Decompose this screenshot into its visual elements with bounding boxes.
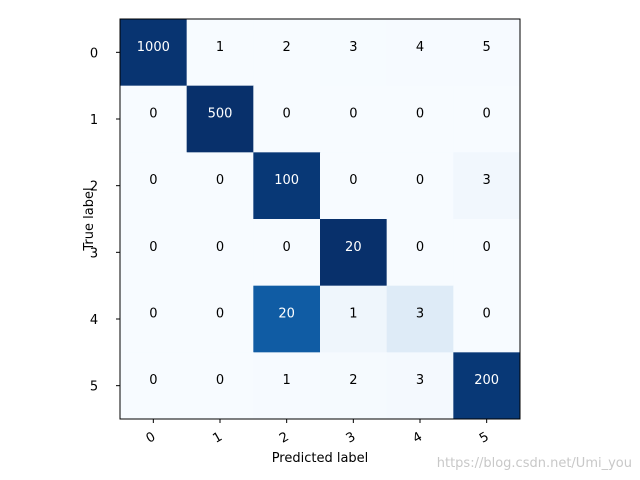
- heatmap-cell-r5-c2: [253, 352, 321, 420]
- y-tick-label-4: 4: [90, 313, 98, 328]
- cell-value-r1-c0: 0: [149, 107, 157, 122]
- heatmap-cell-labels: 1000 1 2 3 4 50 500 0 0 0 00 0 100 0 0 30 0 0 20 0 00 0 20 1 3 00…: [137, 40, 499, 388]
- cell-value-r2-c3: 0: [349, 173, 357, 188]
- watermark-text: https://blog.csdn.net/Umi_you: [437, 456, 632, 471]
- cell-value-r4-c3: 1: [349, 307, 357, 322]
- heatmap-cell-r0-c0: [120, 19, 188, 87]
- y-tick-label-3: 3: [90, 246, 98, 261]
- cell-value-r1-c5: 0: [483, 107, 491, 122]
- heatmap-cell-r2-c3: [320, 152, 388, 220]
- heatmap-cell-r3-c4: [386, 219, 454, 287]
- heatmap-cell-r5-c3: [320, 352, 388, 420]
- x-tick-label-5: 5: [477, 429, 492, 446]
- heatmap-cell-r4-c2: [253, 285, 321, 353]
- cell-value-r1-c2: 0: [283, 107, 291, 122]
- cell-value-r2-c1: 0: [216, 173, 224, 188]
- heatmap-cell-r3-c3: [320, 219, 388, 287]
- heatmap-cell-r1-c4: [386, 85, 454, 153]
- cell-value-r3-c2: 0: [283, 240, 291, 255]
- heatmap-cell-r2-c1: [186, 152, 254, 220]
- heatmap-cell-r5-c1: [186, 352, 254, 420]
- heatmap-cell-r1-c5: [453, 85, 521, 153]
- heatmap-cell-r4-c1: [186, 285, 254, 353]
- cell-value-r1-c3: 0: [349, 107, 357, 122]
- y-tick-label-1: 1: [90, 113, 98, 128]
- x-tick-label-3: 3: [344, 429, 359, 446]
- x-tick-label-4: 4: [410, 429, 425, 446]
- cell-value-r0-c0: 1000: [137, 40, 170, 55]
- heatmap-cell-r4-c3: [320, 285, 388, 353]
- heatmap-cell-r5-c5: [453, 352, 521, 420]
- heatmap-cell-r0-c5: [453, 19, 521, 87]
- heatmap-cells: [120, 19, 521, 420]
- heatmap-cell-r3-c5: [453, 219, 521, 287]
- cell-value-r5-c4: 3: [416, 373, 424, 388]
- x-tick-label-2: 2: [277, 429, 292, 446]
- x-tick-label-0: 0: [144, 429, 159, 446]
- heatmap-cell-r0-c3: [320, 19, 388, 87]
- cell-value-r0-c3: 3: [349, 40, 357, 55]
- heatmap-cell-r4-c0: [120, 285, 188, 353]
- heatmap-cell-r1-c1: [186, 85, 254, 153]
- heatmap-cell-r4-c4: [386, 285, 454, 353]
- cell-value-r0-c5: 5: [483, 40, 491, 55]
- cell-value-r4-c0: 0: [149, 307, 157, 322]
- x-axis-ticks: 0 1 2 3 4 5: [144, 419, 492, 447]
- heatmap-cell-r3-c2: [253, 219, 321, 287]
- heatmap-cell-r3-c1: [186, 219, 254, 287]
- cell-value-r5-c0: 0: [149, 373, 157, 388]
- cell-value-r4-c5: 0: [483, 307, 491, 322]
- cell-value-r2-c5: 3: [483, 173, 491, 188]
- cell-value-r0-c2: 2: [283, 40, 291, 55]
- cell-value-r5-c3: 2: [349, 373, 357, 388]
- cell-value-r4-c1: 0: [216, 307, 224, 322]
- y-axis-ticks: 0 1 2 3 4 5: [90, 46, 120, 395]
- cell-value-r5-c1: 0: [216, 373, 224, 388]
- heatmap-cell-r4-c5: [453, 285, 521, 353]
- cell-value-r3-c5: 0: [483, 240, 491, 255]
- heatmap-cell-r0-c2: [253, 19, 321, 87]
- heatmap-cell-r0-c1: [186, 19, 254, 87]
- heatmap-cell-r2-c4: [386, 152, 454, 220]
- y-tick-label-0: 0: [90, 46, 98, 61]
- cell-value-r1-c1: 500: [208, 107, 233, 122]
- heatmap-cell-r2-c0: [120, 152, 188, 220]
- cell-value-r1-c4: 0: [416, 107, 424, 122]
- heatmap-cell-r3-c0: [120, 219, 188, 287]
- cell-value-r5-c2: 1: [283, 373, 291, 388]
- y-tick-label-2: 2: [90, 180, 98, 195]
- cell-value-r3-c4: 0: [416, 240, 424, 255]
- cell-value-r2-c4: 0: [416, 173, 424, 188]
- heatmap-cell-r1-c2: [253, 85, 321, 153]
- cell-value-r4-c2: 20: [278, 307, 295, 322]
- cell-value-r5-c5: 200: [474, 373, 499, 388]
- heatmap-cell-r5-c4: [386, 352, 454, 420]
- heatmap-cell-r2-c5: [453, 152, 521, 220]
- heatmap-cell-r5-c0: [120, 352, 188, 420]
- heatmap-cell-r0-c4: [386, 19, 454, 87]
- cell-value-r3-c1: 0: [216, 240, 224, 255]
- cell-value-r0-c4: 4: [416, 40, 424, 55]
- cell-value-r3-c0: 0: [149, 240, 157, 255]
- cell-value-r4-c4: 3: [416, 307, 424, 322]
- plot-frame: [119, 18, 521, 420]
- cell-value-r3-c3: 20: [345, 240, 362, 255]
- cell-value-r2-c0: 0: [149, 173, 157, 188]
- cell-value-r2-c2: 100: [274, 173, 299, 188]
- cell-value-r0-c1: 1: [216, 40, 224, 55]
- x-tick-label-1: 1: [210, 429, 225, 446]
- heatmap-cell-r1-c3: [320, 85, 388, 153]
- x-axis-label: Predicted label: [272, 451, 369, 466]
- y-tick-label-5: 5: [90, 380, 98, 395]
- heatmap-cell-r2-c2: [253, 152, 321, 220]
- y-axis-label: True label: [82, 187, 97, 251]
- heatmap-cell-r1-c0: [120, 85, 188, 153]
